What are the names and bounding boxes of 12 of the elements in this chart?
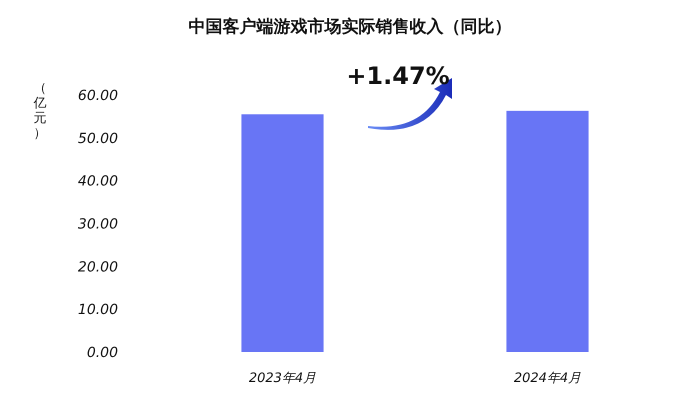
y-tick-label: 40.00 <box>78 174 118 190</box>
text: +1.47% <box>346 62 450 90</box>
y-axis-title: （亿元） <box>32 81 46 141</box>
y-tick-label: 0.00 <box>86 345 118 361</box>
x-tick-label: 2023年4月 <box>248 371 316 386</box>
chart-title: 中国客户端游戏市场实际销售收入（同比） <box>188 17 512 37</box>
y-tick-label: 20.00 <box>78 259 118 276</box>
x-tick-label: 2024年4月 <box>514 371 582 386</box>
y-tick-label: 10.00 <box>78 302 118 318</box>
y-tick-label: 50.00 <box>78 130 118 147</box>
y-tick-label: 30.00 <box>78 216 118 232</box>
y-tick-label: 60.00 <box>78 88 118 104</box>
